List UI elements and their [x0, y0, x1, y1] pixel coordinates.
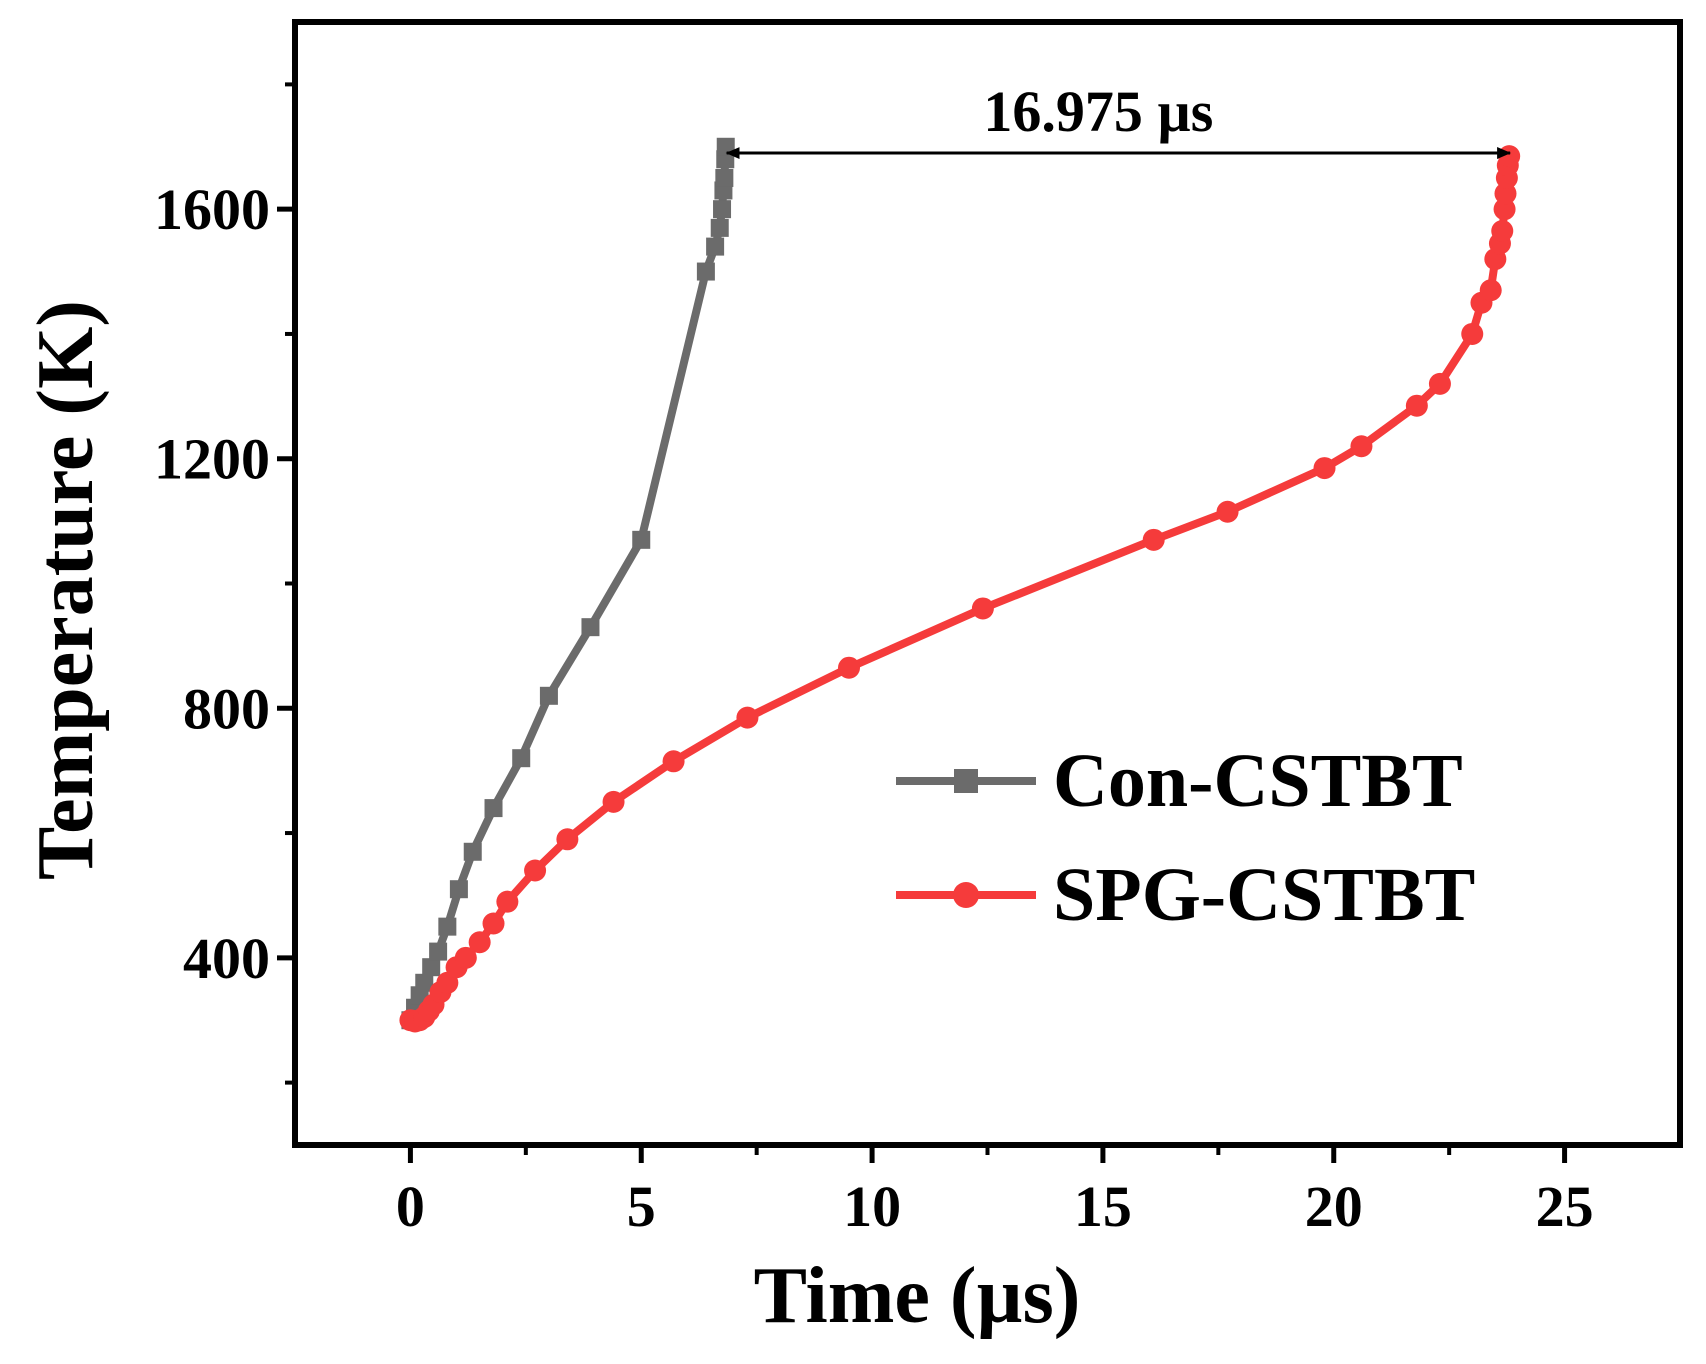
data-point-spg-cstbt [1491, 220, 1514, 243]
data-point-spg-cstbt [736, 706, 759, 729]
legend: Con-CSTBT SPG-CSTBT [896, 739, 1475, 937]
data-point-con-cstbt [463, 842, 482, 861]
data-point-con-cstbt [422, 958, 441, 977]
legend-label-spg-cstbt: SPG-CSTBT [1053, 853, 1475, 937]
legend-item-spg-cstbt: SPG-CSTBT [896, 853, 1475, 937]
data-point-con-cstbt [429, 942, 448, 961]
data-point-con-cstbt [713, 200, 732, 219]
y-tick-label: 1600 [154, 177, 270, 242]
x-tick-label: 15 [1074, 1174, 1132, 1239]
data-point-spg-cstbt [602, 790, 625, 813]
data-point-con-cstbt [415, 973, 434, 992]
data-point-spg-cstbt [556, 828, 579, 851]
data-point-con-cstbt [696, 262, 715, 281]
duration-annotation: 16.975 µs [725, 79, 1512, 160]
data-point-spg-cstbt [1493, 198, 1516, 221]
x-axis-tick-labels: 0 5 10 15 20 25 [396, 1174, 1594, 1239]
data-point-spg-cstbt [838, 656, 860, 679]
data-point-con-cstbt [438, 917, 457, 936]
legend-marker-spg-cstbt [953, 882, 979, 908]
y-tick-label: 400 [183, 926, 270, 991]
y-tick-label: 800 [183, 676, 270, 741]
data-point-spg-cstbt [496, 890, 519, 913]
data-point-con-cstbt [581, 618, 600, 637]
x-tick-label: 5 [627, 1174, 656, 1239]
y-tick-label: 1200 [154, 427, 270, 492]
plot-frame [292, 19, 1683, 1148]
x-tick-label: 10 [843, 1174, 901, 1239]
series-con-cstbt [401, 137, 735, 1030]
data-point-spg-cstbt [662, 750, 685, 773]
data-point-con-cstbt [512, 749, 531, 768]
data-point-spg-cstbt [1313, 457, 1336, 480]
data-point-spg-cstbt [1216, 500, 1239, 523]
data-point-spg-cstbt [1428, 372, 1451, 395]
x-tick-label: 25 [1536, 1174, 1594, 1239]
x-axis-ticks [407, 1145, 1568, 1163]
data-point-spg-cstbt [524, 859, 547, 882]
data-point-spg-cstbt [1405, 394, 1428, 417]
x-tick-label: 0 [396, 1174, 425, 1239]
data-point-spg-cstbt [1498, 145, 1521, 168]
legend-label-con-cstbt: Con-CSTBT [1053, 739, 1463, 823]
data-point-con-cstbt [484, 799, 503, 818]
data-point-con-cstbt [715, 168, 734, 187]
data-point-spg-cstbt [1350, 435, 1373, 458]
data-point-spg-cstbt [1479, 279, 1502, 302]
data-point-spg-cstbt [971, 597, 994, 620]
y-axis-ticks [277, 82, 295, 1085]
x-tick-label: 20 [1305, 1174, 1363, 1239]
data-point-con-cstbt [706, 237, 725, 256]
data-point-spg-cstbt [454, 946, 477, 969]
data-point-con-cstbt [449, 880, 468, 899]
x-axis-label: Time (µs) [754, 1252, 1081, 1340]
y-axis-label: Temperature (K) [22, 300, 110, 880]
data-point-spg-cstbt [1461, 322, 1484, 345]
legend-item-con-cstbt: Con-CSTBT [896, 739, 1463, 823]
data-point-con-cstbt [632, 530, 651, 549]
y-axis-tick-labels: 400 800 1200 1600 [154, 177, 270, 991]
data-point-spg-cstbt [468, 931, 491, 954]
duration-label: 16.975 µs [983, 79, 1213, 144]
legend-marker-con-cstbt [954, 769, 978, 793]
data-point-con-cstbt [539, 686, 558, 705]
data-point-spg-cstbt [1142, 528, 1165, 551]
data-point-spg-cstbt [482, 912, 505, 935]
data-point-con-cstbt [710, 218, 729, 237]
